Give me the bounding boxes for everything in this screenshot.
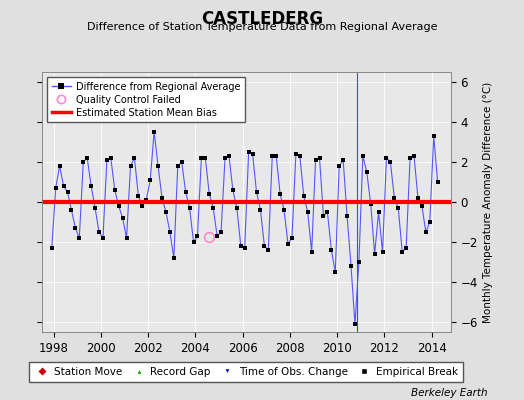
Y-axis label: Monthly Temperature Anomaly Difference (°C): Monthly Temperature Anomaly Difference (… — [483, 81, 493, 323]
Text: Difference of Station Temperature Data from Regional Average: Difference of Station Temperature Data f… — [87, 22, 437, 32]
Legend: Difference from Regional Average, Quality Control Failed, Estimated Station Mean: Difference from Regional Average, Qualit… — [47, 77, 245, 122]
Legend: Station Move, Record Gap, Time of Obs. Change, Empirical Break: Station Move, Record Gap, Time of Obs. C… — [29, 362, 463, 382]
Text: CASTLEDERG: CASTLEDERG — [201, 10, 323, 28]
Text: Berkeley Earth: Berkeley Earth — [411, 388, 487, 398]
